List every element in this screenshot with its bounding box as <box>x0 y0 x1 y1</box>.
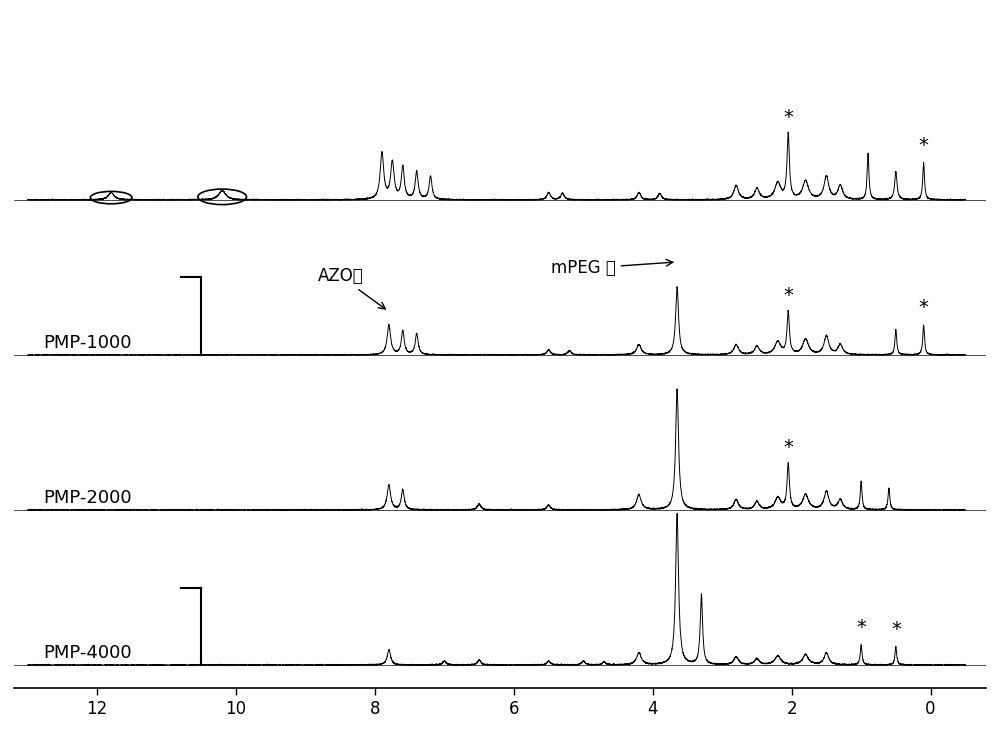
Text: *: * <box>783 108 793 127</box>
Text: *: * <box>783 285 793 305</box>
Text: *: * <box>919 136 929 155</box>
Text: PMP-2000: PMP-2000 <box>43 488 132 507</box>
Text: *: * <box>783 438 793 457</box>
Text: AZO峰: AZO峰 <box>317 267 385 309</box>
Text: *: * <box>856 618 866 637</box>
Text: *: * <box>891 620 901 639</box>
Text: PMP-1000: PMP-1000 <box>43 334 132 351</box>
Text: *: * <box>919 299 929 318</box>
Text: mPEG 峰: mPEG 峰 <box>551 259 673 277</box>
Text: PMP-4000: PMP-4000 <box>43 643 132 662</box>
